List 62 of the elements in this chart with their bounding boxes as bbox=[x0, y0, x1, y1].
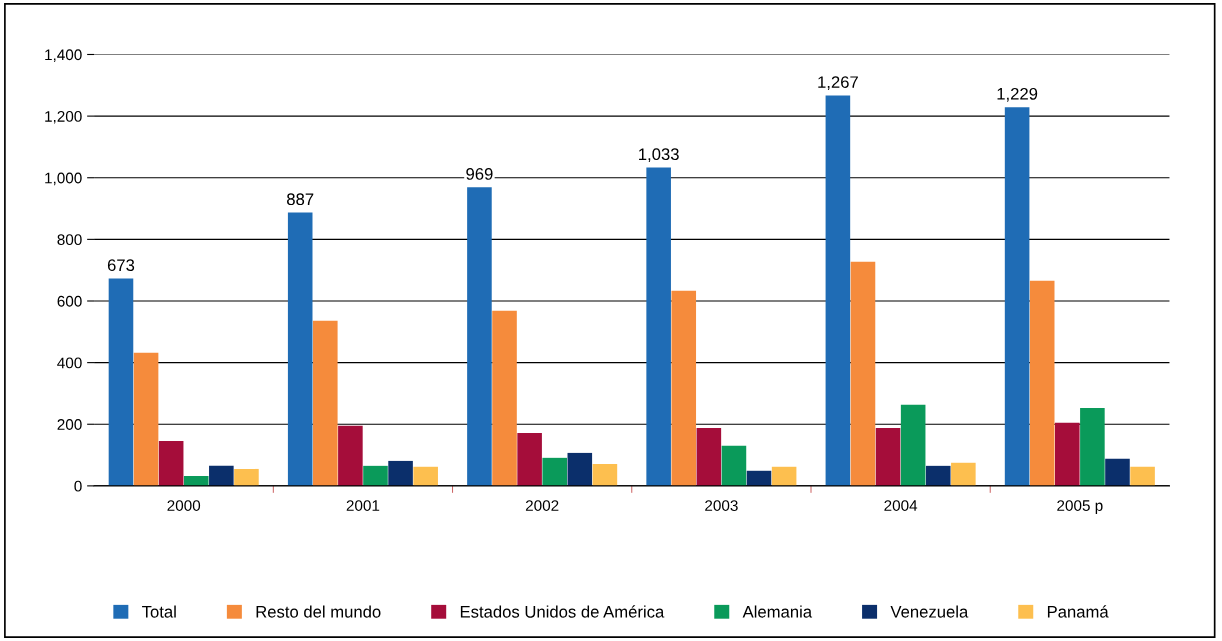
bar bbox=[671, 290, 697, 486]
y-tick-label: 0 bbox=[74, 480, 82, 492]
bar bbox=[388, 460, 413, 486]
bar bbox=[133, 352, 159, 486]
data-label: 673 bbox=[107, 259, 135, 272]
y-tick-label: 200 bbox=[57, 419, 82, 430]
bar bbox=[1080, 407, 1105, 486]
legend-label: Venezuela bbox=[890, 605, 969, 618]
bar bbox=[363, 465, 388, 486]
x-tick-label: 2002 bbox=[525, 500, 559, 511]
bar bbox=[108, 278, 134, 486]
y-tick-label: 800 bbox=[57, 234, 82, 246]
bar bbox=[209, 465, 234, 486]
bar bbox=[1130, 466, 1155, 486]
data-label: 1,033 bbox=[639, 148, 679, 163]
bar bbox=[287, 212, 313, 486]
bar bbox=[900, 404, 926, 486]
bar bbox=[338, 425, 363, 486]
data-label: 1,267 bbox=[818, 76, 858, 90]
bar bbox=[517, 432, 542, 486]
bar bbox=[567, 452, 593, 486]
bar bbox=[771, 466, 797, 486]
y-tick-label: 1,200 bbox=[45, 110, 82, 124]
y-tick-label: 1,000 bbox=[45, 172, 82, 186]
y-tick-label: 1,400 bbox=[45, 49, 82, 62]
bar bbox=[951, 462, 976, 486]
bar bbox=[925, 465, 951, 486]
bar bbox=[721, 445, 747, 486]
bar bbox=[413, 466, 438, 486]
bar bbox=[696, 427, 722, 486]
x-tick-label: 2003 bbox=[705, 500, 738, 511]
bar bbox=[234, 468, 259, 486]
bar bbox=[592, 464, 618, 486]
bar bbox=[492, 310, 517, 486]
data-label: 887 bbox=[287, 193, 314, 206]
bar bbox=[646, 167, 671, 486]
y-tick-label: 600 bbox=[57, 295, 82, 307]
bar bbox=[1029, 280, 1055, 486]
bar bbox=[850, 261, 876, 486]
x-tick-label: 2000 bbox=[167, 500, 201, 511]
bar bbox=[825, 95, 851, 486]
legend-label: Estados Unidos de América bbox=[460, 605, 665, 618]
x-tick-label: 2005 p bbox=[1057, 500, 1103, 515]
y-tick-label: 400 bbox=[57, 357, 82, 369]
bar bbox=[183, 476, 209, 486]
bar bbox=[746, 470, 772, 486]
bar bbox=[313, 320, 338, 486]
x-tick-label: 2001 bbox=[346, 500, 380, 511]
bar bbox=[542, 457, 567, 486]
legend-label: Panamá bbox=[1047, 605, 1109, 618]
legend-label: Resto del mundo bbox=[256, 605, 381, 618]
legend-label: Alemania bbox=[742, 605, 813, 618]
bar bbox=[1004, 107, 1030, 486]
bar bbox=[467, 187, 492, 486]
legend-label: Total bbox=[142, 605, 176, 618]
data-label: 969 bbox=[466, 168, 493, 180]
bar bbox=[1055, 422, 1080, 486]
x-tick-label: 2004 bbox=[884, 500, 918, 511]
data-label: 1,229 bbox=[997, 87, 1038, 102]
bar bbox=[875, 427, 901, 486]
bar bbox=[1105, 458, 1130, 486]
bar bbox=[158, 440, 184, 486]
